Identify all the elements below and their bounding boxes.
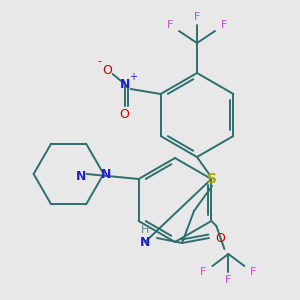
Text: F: F [194,12,200,22]
Text: N: N [100,167,111,181]
Text: N: N [119,77,130,91]
Text: S: S [207,172,217,186]
Text: F: F [221,20,227,30]
Text: H: H [141,225,149,235]
Text: +: + [129,72,136,82]
Text: O: O [120,107,130,121]
Text: O: O [215,232,225,244]
Text: N: N [75,169,86,182]
Text: F: F [225,275,232,285]
Text: O: O [103,64,112,77]
Text: -: - [98,56,102,66]
Text: F: F [200,267,207,277]
Text: N: N [140,236,150,248]
Text: F: F [250,267,256,277]
Text: F: F [167,20,173,30]
